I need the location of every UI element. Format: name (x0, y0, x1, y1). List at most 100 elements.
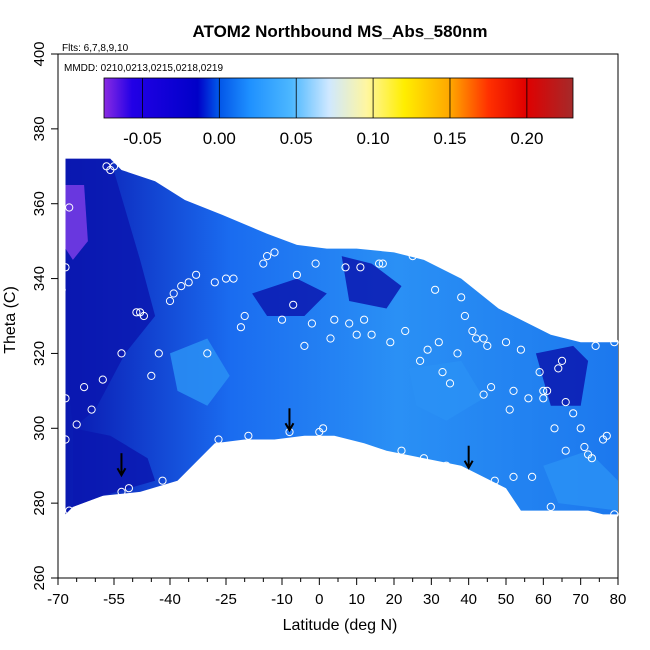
sample-point (483, 341, 492, 350)
sample-point (580, 442, 589, 452)
zone-north-dark (535, 345, 589, 406)
sample-point (154, 349, 163, 358)
x-tick-label: 30 (423, 591, 440, 608)
x-tick-label: -40 (159, 591, 181, 608)
sample-point (132, 308, 141, 317)
sample-point (61, 394, 70, 403)
sample-point (124, 484, 133, 493)
down-arrow (463, 445, 474, 470)
sample-point (438, 368, 447, 377)
sample-point (307, 319, 316, 328)
sample-point (610, 338, 619, 347)
x-tick-label: 80 (610, 591, 627, 608)
sample-point (319, 424, 328, 433)
zone-purple (65, 185, 88, 260)
sample-point (509, 386, 518, 395)
sample-point (431, 285, 440, 294)
colorbar-tick-label: 0.05 (280, 129, 313, 148)
sample-point (543, 386, 552, 395)
sample-point (487, 383, 496, 392)
sample-point (442, 461, 451, 470)
y-tick-label: 320 (31, 341, 48, 366)
sample-point (352, 330, 361, 339)
sample-point (561, 398, 570, 407)
x-axis-label: Latitude (deg N) (283, 617, 398, 634)
sample-point (539, 394, 548, 403)
sample-point (516, 345, 526, 354)
sample-point (65, 506, 74, 515)
sample-point (270, 248, 279, 257)
zone-southwest-dark (65, 158, 156, 429)
sample-point (330, 315, 339, 324)
sample-point (479, 390, 488, 399)
sample-point (378, 259, 387, 268)
sample-point (457, 293, 466, 302)
y-tick-label: 300 (31, 416, 48, 441)
sample-point (569, 409, 578, 418)
arrows (116, 408, 474, 478)
y-tick-label: 380 (31, 116, 48, 141)
sample-point (367, 330, 376, 339)
data-field (65, 158, 618, 515)
sample-point (557, 356, 567, 365)
sample-point (509, 472, 518, 481)
zone-light-3 (543, 450, 618, 511)
arrow-head (284, 422, 295, 433)
y-tick-label: 360 (31, 191, 48, 216)
sample-point (445, 379, 455, 388)
sample-point (300, 341, 309, 350)
sample-point (528, 472, 537, 481)
sample-point (244, 431, 253, 440)
y-tick-label: 260 (31, 565, 48, 590)
sample-point (147, 371, 156, 380)
sample-point (360, 315, 369, 324)
sample-point (561, 446, 570, 455)
colorbar-tick-label: 0.10 (357, 129, 390, 148)
sample-point (591, 341, 600, 350)
flights-note: Flts: 6,7,8,9,10 (62, 43, 129, 54)
sample-point (460, 311, 469, 321)
sample-point (401, 326, 410, 336)
date-note: MMDD: 0210,0213,0215,0218,0219 (64, 63, 223, 74)
sample-point (554, 364, 563, 373)
colorbar-tick-label: 0.20 (510, 129, 543, 148)
sample-point (345, 319, 354, 328)
sample-point (214, 435, 223, 444)
sample-point (80, 383, 89, 392)
sample-points (57, 162, 619, 519)
zone-mid-dark (252, 278, 327, 316)
sample-point (277, 315, 287, 324)
colorbar-tick-label: 0.00 (203, 129, 236, 148)
sample-point (341, 263, 350, 272)
sample-point (61, 263, 70, 272)
sample-point (479, 334, 488, 343)
x-tick-label: -10 (271, 591, 293, 608)
sample-point (210, 278, 219, 287)
sample-point (289, 300, 298, 309)
sample-point (169, 289, 178, 298)
sample-point (165, 296, 175, 306)
down-arrow (116, 453, 127, 478)
y-tick-label: 280 (31, 491, 48, 516)
sample-point (184, 278, 193, 287)
sample-point (610, 510, 619, 519)
sample-point (524, 394, 533, 403)
zone-mid2-dark (341, 256, 402, 309)
sample-point (109, 162, 119, 171)
sample-point (158, 476, 167, 485)
x-tick-label: 40 (460, 591, 477, 608)
sample-point (453, 349, 462, 358)
sample-point (236, 323, 245, 332)
arrow-head (116, 467, 127, 478)
x-tick-label: -25 (215, 591, 237, 608)
sample-point (576, 424, 585, 433)
sample-point (259, 259, 268, 268)
sample-point (550, 424, 559, 433)
sample-point (87, 405, 96, 414)
sample-point (375, 259, 384, 268)
colorbar-tick-label: -0.05 (123, 129, 162, 148)
sample-point (311, 259, 320, 268)
sample-point (535, 368, 544, 377)
x-tick-label: -70 (47, 591, 69, 608)
